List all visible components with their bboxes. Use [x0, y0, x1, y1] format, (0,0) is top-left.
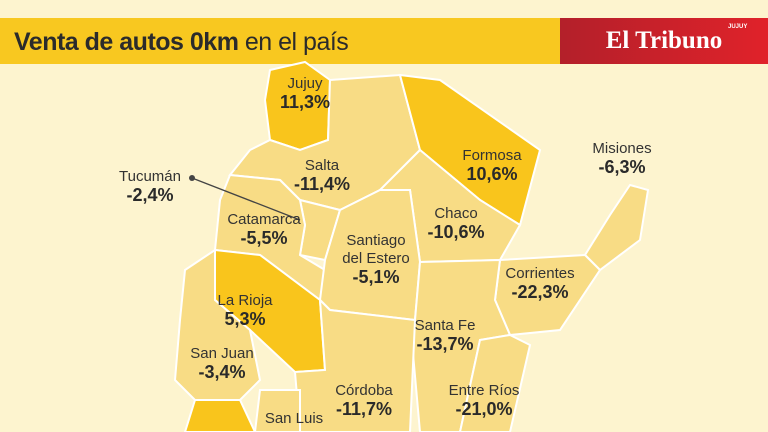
- province-sanjuan: [173, 248, 262, 401]
- label-catamarca: Catamarca -5,5%: [227, 211, 301, 248]
- label-corrientes: Corrientes -22,3%: [505, 265, 575, 302]
- label-salta: Salta -11,4%: [293, 157, 351, 194]
- province-entrerios: [458, 333, 532, 432]
- label-cordoba: Córdoba -11,7%: [335, 382, 393, 419]
- brand-logo: El Tribuno JUJUY: [560, 18, 768, 64]
- page-title: Venta de autos 0km en el país: [14, 28, 349, 56]
- province-sanluis: [253, 389, 301, 432]
- label-formosa: Formosa 10,6%: [462, 147, 522, 184]
- label-entrerios: Entre Ríos -21,0%: [448, 382, 520, 419]
- tucuman-marker: [189, 175, 195, 181]
- label-tucuman: Tucumán -2,4%: [119, 168, 181, 205]
- province-misiones: [583, 183, 650, 272]
- label-santiago: Santiago del Estero -5,1%: [342, 232, 410, 287]
- province-mendoza: [183, 399, 257, 432]
- label-chaco: Chaco -10,6%: [427, 205, 485, 242]
- label-larioja: La Rioja 5,3%: [217, 292, 273, 329]
- label-sanluis: San Luis: [264, 410, 324, 427]
- label-sanjuan: San Juan -3,4%: [190, 345, 254, 382]
- tucuman-leader-line: [191, 177, 301, 221]
- province-cordoba: [293, 297, 417, 432]
- label-jujuy: Jujuy 11,3%: [279, 75, 331, 112]
- label-misiones: Misiones -6,3%: [592, 140, 652, 177]
- label-santafe: Santa Fe -13,7%: [414, 317, 476, 354]
